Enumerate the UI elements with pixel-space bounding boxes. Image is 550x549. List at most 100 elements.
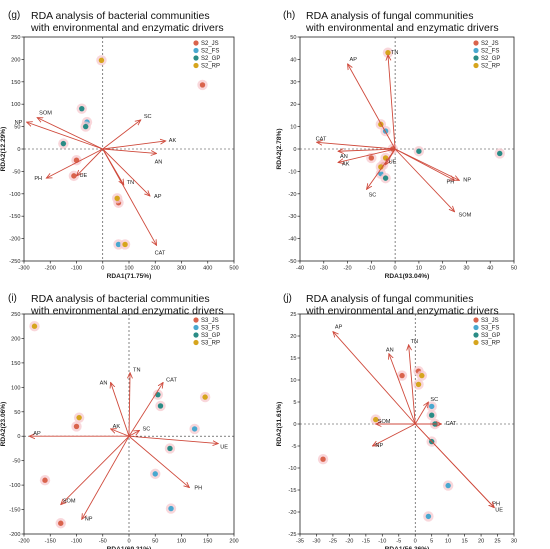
data-point	[425, 513, 432, 520]
arrow-label-ap: AP	[154, 194, 162, 200]
data-point	[428, 403, 435, 410]
y-tick-label: -40	[288, 237, 296, 243]
data-point	[385, 49, 391, 56]
legend-marker	[473, 317, 479, 323]
legend-marker	[473, 62, 479, 69]
data-point	[378, 164, 384, 170]
x-tick-label: 100	[124, 266, 133, 272]
x-tick-label: 300	[177, 266, 186, 272]
legend-marker	[473, 332, 479, 338]
x-tick-label: -15	[362, 539, 370, 545]
y-tick-label: 0	[17, 147, 20, 153]
arrow-label-som: SOM	[459, 213, 472, 219]
y-tick-label: 40	[290, 57, 296, 63]
x-tick-label: 100	[177, 539, 186, 545]
arrow-an	[389, 354, 416, 425]
x-tick-label: 20	[440, 266, 446, 272]
arrow-label-som: SOM	[39, 111, 52, 117]
x-tick-label: -50	[99, 539, 107, 545]
arrow-label-ph: PH	[34, 176, 42, 182]
panel-label: (i)	[8, 293, 17, 304]
arrow-label-tn: TN	[411, 339, 418, 345]
legend-marker	[193, 317, 199, 323]
y-axis-label: RDA2(31.61%)	[276, 402, 283, 447]
y-tick-label: 5	[293, 400, 296, 406]
x-tick-label: -5	[396, 539, 401, 545]
legend-entry: S3_JS	[481, 318, 499, 324]
x-tick-label: -40	[296, 266, 304, 272]
arrow-tn	[388, 55, 396, 150]
x-axis-label: RDA1(71.75%)	[107, 273, 152, 280]
y-axis-label: RDA2(12.29%)	[0, 127, 7, 172]
arrow-label-ak: AK	[169, 138, 177, 144]
x-tick-label: -100	[71, 266, 82, 272]
y-tick-label: 10	[290, 378, 296, 384]
chart-subtitle: with environmental and enzymatic drivers	[30, 22, 224, 34]
legend-marker	[473, 55, 479, 61]
arrow-ue	[77, 148, 104, 176]
y-tick-label: 50	[14, 410, 20, 416]
arrow-np	[394, 148, 459, 180]
legend-marker	[193, 40, 199, 46]
data-point	[31, 323, 38, 329]
arrow-ak	[111, 429, 130, 437]
chart-title: RDA analysis of fungal communities	[306, 293, 474, 305]
legend-marker	[473, 339, 479, 346]
y-tick-label: -200	[9, 237, 20, 243]
arrow-ph	[46, 148, 103, 178]
arrow-an	[102, 148, 157, 153]
arrow-an	[338, 149, 396, 151]
y-tick-label: 20	[290, 102, 296, 108]
data-point	[415, 381, 422, 388]
data-point	[58, 520, 64, 526]
x-tick-label: -200	[45, 266, 56, 272]
data-point	[114, 195, 120, 201]
legend-marker	[193, 339, 199, 346]
arrow-ph	[128, 435, 189, 487]
chart-title: RDA analysis of fungal communities	[306, 10, 474, 22]
legend-entry: S2_JS	[201, 41, 219, 47]
arrow-label-ue: UE	[80, 173, 88, 179]
legend-entry: S2_FS	[201, 49, 219, 55]
x-tick-label: 150	[203, 539, 212, 545]
legend-marker	[193, 332, 199, 338]
data-point	[399, 372, 405, 379]
data-point	[202, 394, 208, 400]
arrow-label-ap: AP	[335, 325, 343, 331]
legend-marker	[193, 47, 199, 54]
x-tick-label: 0	[414, 539, 417, 545]
x-tick-label: 0	[101, 266, 104, 272]
arrow-label-cat: CAT	[155, 250, 166, 256]
x-tick-label: 25	[494, 539, 500, 545]
legend-entry: S3_FS	[201, 326, 219, 332]
y-axis-label: RDA2(23.06%)	[0, 402, 7, 447]
x-tick-label: 500	[229, 266, 238, 272]
legend-marker	[193, 62, 199, 69]
data-point	[382, 175, 389, 181]
x-tick-label: 10	[416, 266, 422, 272]
x-tick-label: -35	[296, 539, 304, 545]
data-point	[98, 57, 105, 63]
y-tick-label: 50	[14, 125, 20, 131]
y-tick-label: 200	[11, 336, 20, 342]
x-tick-label: 0	[394, 266, 397, 272]
arrow-ak	[102, 141, 166, 150]
arrow-ue	[414, 423, 494, 508]
y-tick-label: 15	[290, 356, 296, 362]
data-point	[191, 426, 198, 432]
y-tick-label: -20	[288, 510, 296, 516]
data-point	[73, 423, 80, 430]
arrow-som	[394, 148, 454, 212]
arrow-label-np: NP	[85, 516, 93, 522]
arrow-label-cat: CAT	[166, 377, 177, 383]
arrow-som	[61, 435, 130, 504]
data-point	[155, 391, 161, 398]
arrow-sc	[128, 430, 140, 437]
arrow-label-np: NP	[375, 443, 383, 449]
arrow-label-ak: AK	[113, 424, 121, 430]
legend-entry: S2_GP	[201, 56, 220, 62]
x-tick-label: 0	[127, 539, 130, 545]
x-tick-label: -10	[378, 539, 386, 545]
data-point	[76, 414, 82, 421]
arrow-label-ph: PH	[194, 486, 202, 492]
